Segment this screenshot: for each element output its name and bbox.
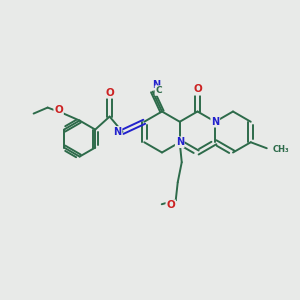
Text: O: O	[105, 88, 114, 98]
Text: N: N	[211, 117, 219, 127]
Text: N: N	[176, 137, 184, 147]
Text: O: O	[54, 105, 63, 115]
Text: C: C	[155, 86, 162, 95]
Text: O: O	[193, 85, 202, 94]
Text: O: O	[167, 200, 175, 210]
Text: CH₃: CH₃	[273, 145, 290, 154]
Text: N: N	[152, 80, 160, 90]
Text: N: N	[113, 127, 122, 137]
